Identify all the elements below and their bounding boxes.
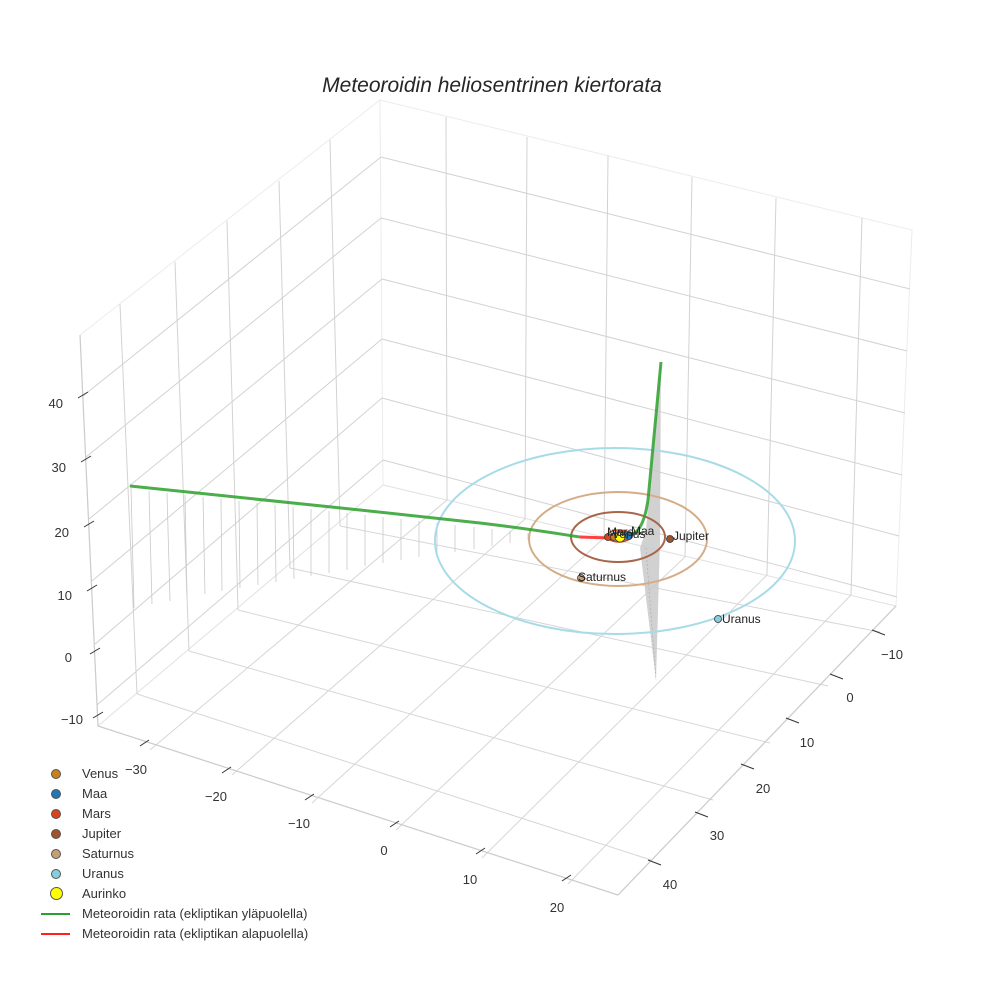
legend-item-aurinko[interactable]: Aurinko [38,884,308,904]
svg-text:−30: −30 [125,762,147,777]
uranus-orbit [434,447,796,635]
svg-text:Saturnus: Saturnus [578,570,626,584]
saturnus-orbit [528,491,708,587]
legend-label: Maa [82,786,108,801]
svg-text:−10: −10 [61,712,83,727]
legend-label: Jupiter [82,826,122,841]
svg-text:20: 20 [756,781,770,796]
grid-left-wall-horizontal [82,156,384,706]
uranus-marker [714,615,722,623]
svg-text:Venus: Venus [612,527,645,541]
legend-label: Meteoroidin rata (ekliptikan yläpuolella… [82,906,308,921]
svg-text:0: 0 [380,843,387,858]
green-line-icon [41,913,70,915]
chart-title: Meteoroidin heliosentrinen kiertorata [322,74,662,97]
legend-label: Saturnus [82,846,135,861]
meteoroid-drop-lines [130,487,529,609]
aurinko-marker [614,531,626,543]
grid-floor-x [136,525,881,861]
svg-text:−10: −10 [881,647,903,662]
aurinko-legend-marker-icon [50,887,63,900]
svg-text:10: 10 [463,872,477,887]
back-pane-left [79,98,913,896]
svg-text:10: 10 [58,588,72,603]
svg-text:−20: −20 [205,789,227,804]
planet-markers[interactable] [577,531,722,623]
svg-text:40: 40 [49,396,63,411]
uranus-legend-marker-icon [51,869,61,879]
mars-legend-marker-icon [51,809,61,819]
z-axis-tick-labels: 40 30 20 10 0 −10 [49,396,83,727]
legend-item-path-above[interactable]: Meteoroidin rata (ekliptikan yläpuolella… [38,904,308,924]
legend-label: Aurinko [82,886,127,901]
red-line-icon [41,933,70,935]
legend-item-saturnus[interactable]: Saturnus [38,844,308,864]
svg-text:Uranus: Uranus [722,612,761,626]
svg-text:20: 20 [550,900,564,915]
z-axis-ticks [77,391,104,719]
legend-item-maa[interactable]: Maa [38,784,308,804]
svg-text:10: 10 [800,735,814,750]
legend-label: Uranus [82,866,124,881]
svg-text:30: 30 [710,828,724,843]
svg-text:Mars: Mars [607,525,634,539]
svg-text:20: 20 [55,525,69,540]
meteoroid-drop-surface [640,362,661,680]
svg-text:−10: −10 [288,816,310,831]
y-axis-tick-labels: −10 0 10 20 30 40 [663,647,903,892]
svg-text:Jupiter: Jupiter [673,529,709,543]
svg-text:0: 0 [846,690,853,705]
legend-item-venus[interactable]: Venus [38,764,308,784]
svg-text:Maa: Maa [631,524,655,538]
legend: Venus Maa Mars Jupiter Saturnus Uranus A… [38,764,308,944]
saturnus-legend-marker-icon [51,849,61,859]
svg-text:40: 40 [663,877,677,892]
legend-item-mars[interactable]: Mars [38,804,308,824]
legend-item-path-below[interactable]: Meteoroidin rata (ekliptikan alapuolella… [38,924,308,944]
legend-label: Mars [82,806,111,821]
meteoroid-path-above [129,484,581,539]
grid-right-wall-horizontal [380,156,911,598]
maa-marker [625,532,633,540]
jupiter-legend-marker-icon [51,829,61,839]
jupiter-marker [666,535,674,543]
grid-right-wall-vertical [445,116,863,596]
venus-legend-marker-icon [51,769,61,779]
maa-legend-marker-icon [51,789,61,799]
saturnus-marker [577,574,585,582]
legend-item-jupiter[interactable]: Jupiter [38,824,308,844]
svg-text:30: 30 [52,460,66,475]
legend-item-uranus[interactable]: Uranus [38,864,308,884]
legend-label: Meteoroidin rata (ekliptikan alapuolella… [82,926,309,941]
legend-label: Venus [82,766,119,781]
x-axis-ticks [139,739,572,882]
planet-labels: Mars Venus Maa Jupiter Saturnus Uranus [578,524,761,626]
floor-front-edges [79,334,897,896]
x-axis-tick-labels: −30 −20 −10 0 10 20 [125,762,564,915]
svg-text:0: 0 [65,650,72,665]
y-axis-ticks [647,629,886,866]
